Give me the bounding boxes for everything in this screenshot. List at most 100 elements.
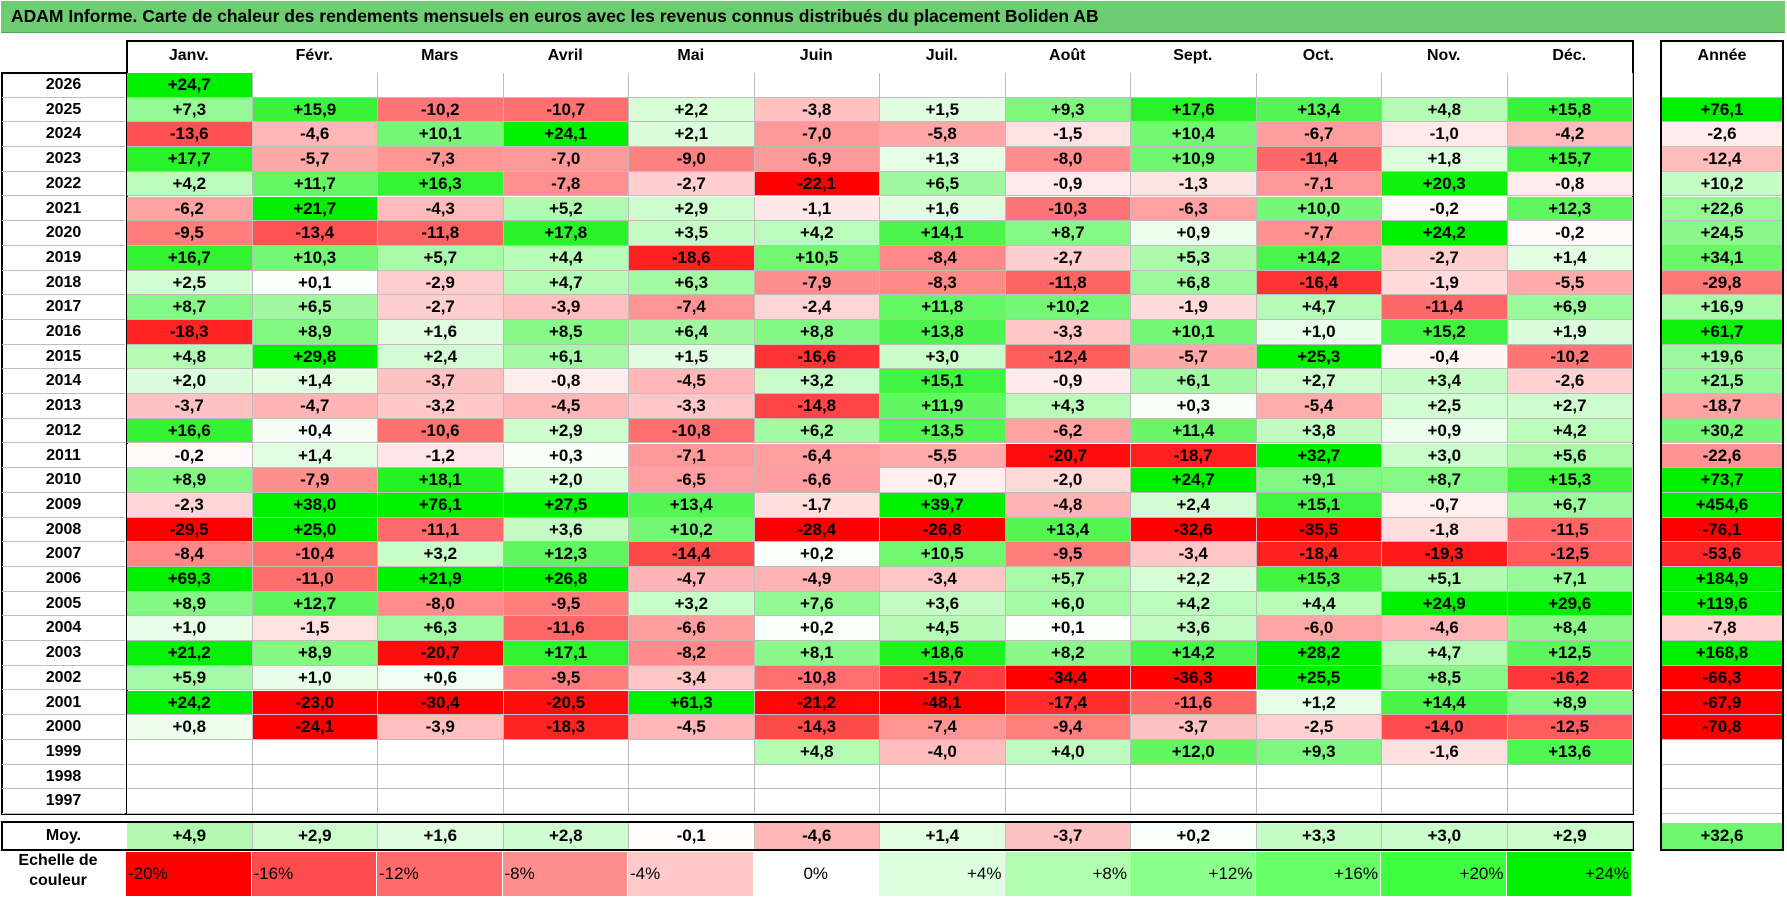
heatmap-cell: +17,6 (1131, 97, 1257, 123)
heatmap-cell: -0,7 (1382, 492, 1508, 518)
average-cell: -3,7 (1005, 823, 1131, 849)
heatmap-cell: +0,1 (1005, 616, 1131, 642)
heatmap-cell: -0,2 (1382, 196, 1508, 222)
year-label: 2004 (2, 616, 125, 642)
heatmap-cell: +9,1 (1256, 468, 1382, 493)
heatmap-cell (1382, 764, 1508, 790)
heatmap-cell: +2,7 (1256, 369, 1382, 395)
heatmap-cell: -0,8 (1507, 171, 1633, 197)
heatmap-cell: +4,7 (1382, 641, 1508, 666)
heatmap-cell: +6,5 (252, 295, 378, 320)
report-title: ADAM Informe. Carte de chaleur des rende… (11, 6, 1099, 26)
heatmap-cell: -1,3 (1131, 171, 1257, 197)
heatmap-cell: +11,8 (880, 295, 1006, 320)
annual-cell: +168,8 (1662, 641, 1782, 666)
heatmap-cell: -8,2 (629, 641, 755, 666)
average-cell: -0,1 (629, 823, 755, 849)
heatmap-cell: -11,6 (1131, 690, 1257, 716)
heatmap-cell: +4,8 (754, 739, 880, 765)
heatmap-cell: +4,2 (1131, 591, 1257, 617)
heatmap-cell: -10,8 (629, 418, 755, 444)
heatmap-cell: +13,8 (880, 320, 1006, 345)
heatmap-cell: +6,1 (503, 344, 629, 370)
heatmap-cell: +21,7 (252, 196, 378, 222)
heatmap-cell: +8,9 (252, 641, 378, 666)
heatmap-cell (252, 789, 378, 814)
heatmap-cell: -9,5 (127, 221, 253, 246)
heatmap-cell: -7,4 (880, 715, 1006, 740)
heatmap-cell: -10,6 (378, 418, 504, 444)
heatmap-cell: +3,2 (378, 542, 504, 567)
report-title-bar: ADAM Informe. Carte de chaleur des rende… (1, 1, 1785, 33)
heatmap-cell: +8,7 (1005, 221, 1131, 246)
heatmap-cell: -11,5 (1507, 517, 1633, 543)
heatmap-cell: +5,9 (127, 665, 253, 691)
year-label: 2014 (2, 369, 125, 395)
heatmap-cell: -11,6 (503, 616, 629, 642)
heatmap-cell: +24,1 (503, 122, 629, 148)
heatmap-cell: +4,2 (1507, 418, 1633, 444)
heatmap-cell: +27,5 (503, 492, 629, 518)
heatmap-cell: -20,5 (503, 690, 629, 716)
heatmap-cell: +3,6 (880, 591, 1006, 617)
heatmap-cell: -2,7 (378, 295, 504, 320)
heatmap-cell: +8,9 (127, 591, 253, 617)
heatmap-cell: +6,2 (754, 418, 880, 444)
heatmap-cell: +8,5 (1382, 665, 1508, 691)
heatmap-cell (1005, 73, 1131, 98)
annual-cell: +73,7 (1662, 468, 1782, 493)
annual-cell: -22,6 (1662, 443, 1782, 469)
heatmap-cell: +1,6 (378, 320, 504, 345)
heatmap-cell: +21,9 (378, 567, 504, 592)
heatmap-cell: -4,0 (880, 739, 1006, 765)
heatmap-cell: +15,3 (1256, 567, 1382, 592)
heatmap-cell (754, 789, 880, 814)
month-header: Mars (421, 47, 459, 64)
heatmap-cell: +15,3 (1507, 468, 1633, 493)
heatmap-cell: -35,5 (1256, 517, 1382, 543)
average-cell: +1,6 (378, 823, 504, 849)
heatmap-cell: -5,4 (1256, 394, 1382, 419)
month-header: Mai (677, 47, 705, 64)
heatmap-cell: +2,5 (1382, 394, 1508, 419)
heatmap-cell: -7,1 (1256, 171, 1382, 197)
color-scale-swatch: 0% (753, 852, 879, 896)
year-label: 2001 (2, 691, 125, 716)
heatmap-cell: +1,2 (1256, 690, 1382, 716)
heatmap-cell: +3,2 (629, 591, 755, 617)
heatmap-cell: +1,0 (127, 616, 253, 642)
heatmap-cell: -0,9 (1005, 171, 1131, 197)
heatmap-cell: -16,4 (1256, 270, 1382, 296)
heatmap-cell (629, 739, 755, 765)
heatmap-cell: +2,0 (127, 369, 253, 395)
heatmap-cell: +0,1 (252, 270, 378, 296)
heatmap-cell: -18,4 (1256, 542, 1382, 567)
annual-cell: +10,2 (1662, 171, 1782, 197)
heatmap-cell: +9,3 (1005, 97, 1131, 123)
year-label: 2021 (2, 197, 125, 222)
heatmap-cell (1507, 73, 1633, 98)
heatmap-cell: -3,8 (754, 97, 880, 123)
year-label: 2023 (2, 147, 125, 172)
heatmap-cell: -4,2 (1507, 122, 1633, 148)
heatmap-cell: +1,5 (629, 344, 755, 370)
heatmap-cell: +11,7 (252, 171, 378, 197)
heatmap-cell: +1,4 (252, 443, 378, 469)
color-scale-swatch: -16% (251, 852, 377, 896)
heatmap-cell: -1,7 (754, 492, 880, 518)
year-label: 2010 (2, 468, 125, 493)
heatmap-cell: +3,8 (1256, 418, 1382, 444)
heatmap-cell: +2,2 (1131, 567, 1257, 592)
annual-cell: -70,8 (1662, 715, 1782, 740)
color-scale-swatch: -8% (502, 852, 628, 896)
heatmap-cell (1256, 789, 1382, 814)
heatmap-cell: +1,0 (252, 665, 378, 691)
heatmap-cell: +0,8 (127, 715, 253, 740)
heatmap-cell: +14,1 (880, 221, 1006, 246)
annual-cell: +21,5 (1662, 369, 1782, 395)
heatmap-cell: +10,0 (1256, 196, 1382, 222)
year-label: 2000 (2, 715, 125, 740)
heatmap-cell: +4,2 (127, 171, 253, 197)
year-label: 2022 (2, 172, 125, 197)
color-scale-swatch: +20% (1381, 852, 1507, 896)
